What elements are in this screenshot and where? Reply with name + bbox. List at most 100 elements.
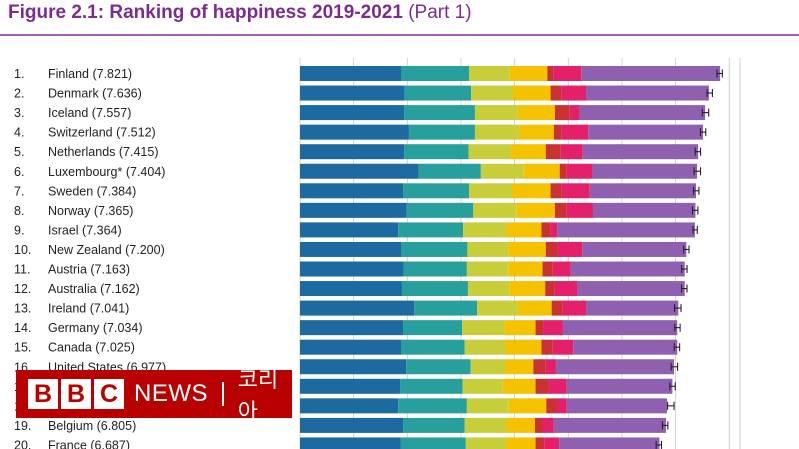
bar-segment (300, 281, 402, 297)
rank-label: 19. (14, 419, 31, 433)
bar-segment (550, 183, 562, 199)
bbc-news-korea-logo: B B C NEWS 코리아 (16, 368, 292, 425)
bar-segment (398, 222, 464, 238)
bar-segment (300, 417, 404, 433)
bar-segment (577, 281, 685, 297)
rank-label: 7. (14, 184, 24, 198)
bar-segment (403, 261, 467, 277)
bar-segment (517, 105, 555, 121)
bar-segment (542, 417, 554, 433)
country-label: Switzerland (7.512) (48, 126, 156, 140)
bar-segment (403, 417, 465, 433)
country-label: Australia (7.162) (48, 282, 140, 296)
bar-segment (551, 300, 563, 316)
country-label: Iceland (7.557) (48, 106, 131, 120)
rank-label: 8. (14, 204, 24, 218)
bar-segment (592, 202, 696, 218)
rank-label: 9. (14, 223, 24, 237)
bar-segment (474, 105, 518, 121)
title-main: Figure 2.1: Ranking of happiness 2019-20… (8, 2, 403, 23)
rank-label: 1. (14, 67, 24, 81)
bar-segment (553, 124, 562, 140)
rank-label: 13. (14, 302, 31, 316)
bar-segment (557, 241, 583, 257)
bar-segment (466, 261, 509, 277)
bar-segment (300, 300, 415, 316)
bar-segment (553, 417, 666, 433)
bar-segment (300, 85, 405, 101)
bar-segment (506, 417, 536, 433)
bar-segment (467, 281, 510, 297)
bar-segment (403, 183, 470, 199)
bar-segment (511, 183, 551, 199)
bar-segment (300, 163, 419, 179)
bar-segment (547, 66, 554, 81)
bar-segment (566, 163, 593, 179)
bar-segment (541, 339, 553, 355)
bar-segment (300, 202, 407, 218)
title-part: (Part 1) (408, 2, 472, 23)
bar-segment (406, 359, 471, 375)
bar-segment (505, 339, 542, 355)
country-label: Belgium (6.805) (48, 419, 136, 433)
rank-label: 2. (14, 87, 24, 101)
bar-segment (398, 398, 467, 414)
bar-segment (545, 281, 555, 297)
bar-segment (462, 320, 505, 336)
country-label: Sweden (7.384) (48, 184, 136, 198)
bar-segment (513, 85, 551, 101)
bar-segment (545, 359, 556, 375)
bbc-letter-b2: B (61, 379, 91, 409)
bar-segment (504, 320, 536, 336)
bar-segment (462, 378, 503, 394)
bar-segment (469, 66, 510, 81)
bar-segment (477, 300, 518, 316)
bar-segment (401, 281, 468, 297)
bar-segment (506, 437, 536, 449)
bar-segment (586, 300, 679, 316)
bar-segment (546, 398, 557, 414)
bar-segment (300, 339, 402, 355)
bar-segment (562, 300, 586, 316)
chart-title: Figure 2.1: Ranking of happiness 2019-20… (8, 2, 472, 24)
bar-segment (502, 378, 536, 394)
bar-segment (586, 85, 709, 101)
bar-segment (582, 241, 687, 257)
country-label: Austria (7.163) (48, 263, 130, 277)
bar-segment (550, 222, 558, 238)
bar-segment (408, 124, 475, 140)
bar-segment (300, 144, 405, 160)
rank-label: 14. (14, 321, 31, 335)
country-label: Finland (7.821) (48, 67, 132, 81)
bar-segment (557, 222, 695, 238)
bar-segment (467, 241, 509, 257)
bar-segment (300, 261, 404, 277)
bar-segment (555, 359, 674, 375)
bar-segment (592, 163, 698, 179)
bar-segment (545, 241, 558, 257)
country-label: Canada (7.025) (48, 341, 135, 355)
bar-segment (543, 320, 563, 336)
bar-segment (582, 144, 699, 160)
bar-segment (533, 359, 546, 375)
bar-segment (559, 163, 567, 179)
bar-segment (300, 183, 404, 199)
rank-label: 11. (14, 263, 30, 277)
rank-label: 6. (14, 165, 24, 179)
bar-segment (541, 222, 551, 238)
bar-segment (466, 398, 509, 414)
bar-segment (556, 398, 567, 414)
bar-segment (506, 222, 542, 238)
rank-label: 10. (14, 243, 31, 257)
bar-segment (300, 66, 402, 81)
bar-segment (300, 378, 401, 394)
bar-segment (463, 222, 507, 238)
bar-segment (406, 202, 474, 218)
bar-segment (516, 202, 555, 218)
country-label: Netherlands (7.415) (48, 145, 158, 159)
bar-segment (535, 320, 544, 336)
bar-segment (469, 183, 512, 199)
country-label: Ireland (7.041) (48, 302, 129, 316)
country-label: France (6.687) (48, 438, 130, 449)
bar-segment (573, 339, 678, 355)
